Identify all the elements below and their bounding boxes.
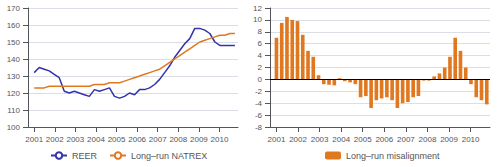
svg-text:Long–run NATREX: Long–run NATREX [131,151,207,161]
svg-text:2004: 2004 [332,135,350,144]
svg-text:2007: 2007 [397,135,415,144]
svg-text:2001: 2001 [268,135,286,144]
svg-text:10: 10 [253,15,262,24]
svg-text:2007: 2007 [149,135,167,144]
svg-text:2005: 2005 [354,135,372,144]
svg-text:-2: -2 [255,87,263,96]
svg-text:2009: 2009 [440,135,458,144]
svg-text:0: 0 [258,75,263,84]
svg-text:-4: -4 [255,99,263,108]
svg-text:2: 2 [258,63,263,72]
svg-text:-8: -8 [255,123,263,132]
svg-text:2006: 2006 [128,135,146,144]
svg-text:2003: 2003 [311,135,329,144]
svg-text:2009: 2009 [190,135,208,144]
svg-text:2001: 2001 [25,135,43,144]
svg-text:2008: 2008 [169,135,187,144]
svg-text:120: 120 [7,89,21,98]
svg-text:110: 110 [7,106,20,115]
svg-text:100: 100 [7,123,21,132]
svg-text:REER: REER [72,151,98,161]
svg-text:6: 6 [258,39,263,48]
svg-text:150: 150 [7,38,21,47]
svg-text:140: 140 [7,55,21,64]
svg-text:2006: 2006 [375,135,393,144]
svg-text:8: 8 [258,27,263,36]
svg-text:2005: 2005 [108,135,126,144]
svg-text:170: 170 [7,4,21,13]
svg-text:2004: 2004 [87,135,105,144]
svg-text:130: 130 [7,72,21,81]
svg-text:2008: 2008 [419,135,437,144]
svg-text:2002: 2002 [46,135,64,144]
svg-text:12: 12 [253,4,262,13]
svg-text:4: 4 [258,51,263,60]
svg-text:-6: -6 [255,111,263,120]
svg-text:2010: 2010 [211,135,229,144]
svg-text:2010: 2010 [462,135,480,144]
svg-text:2002: 2002 [289,135,307,144]
svg-text:160: 160 [7,21,21,30]
svg-text:Long–run misalignment: Long–run misalignment [346,151,440,161]
svg-text:2003: 2003 [66,135,84,144]
